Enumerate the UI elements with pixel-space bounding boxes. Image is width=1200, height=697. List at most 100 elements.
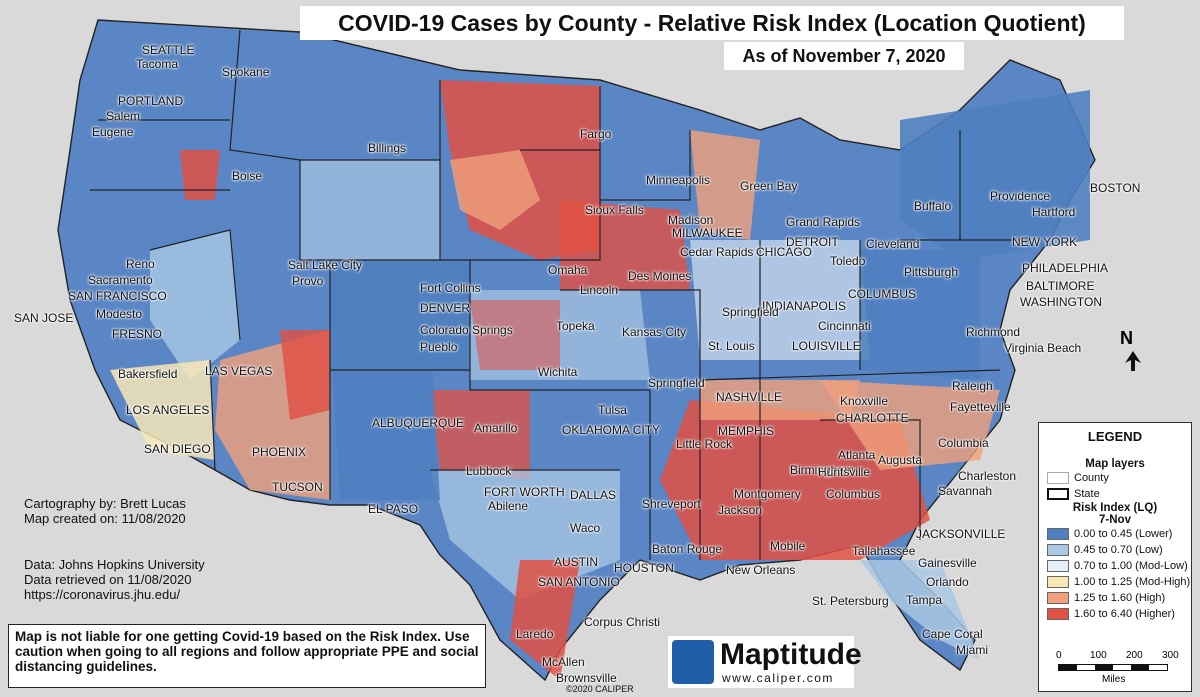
city-label: Raleigh: [952, 379, 993, 393]
map-layers-title: Map layers: [1085, 458, 1145, 470]
legend-class-row: 0.00 to 0.45 (Lower): [1047, 526, 1191, 542]
region-kansas-red: [470, 300, 560, 370]
city-label: SAN FRANCISCO: [68, 289, 167, 303]
legend-class-label: 1.00 to 1.25 (Mod-High): [1074, 576, 1191, 588]
legend-panel: LEGEND Map layers County State Risk Inde…: [1038, 422, 1192, 692]
region-colorado: [330, 260, 470, 370]
copyright: ©2020 CALIPER: [566, 684, 634, 694]
city-label: Grand Rapids: [786, 215, 861, 229]
city-label: Cincinnati: [818, 319, 871, 333]
legend-class-label: 0.70 to 1.00 (Mod-Low): [1074, 560, 1188, 572]
city-label: Savannah: [938, 484, 993, 498]
city-label: Omaha: [548, 263, 588, 277]
region-midwest-light: [690, 240, 870, 360]
state-label: State: [1074, 488, 1100, 500]
legend-county: County: [1047, 470, 1191, 486]
city-label: NEW YORK: [1012, 235, 1078, 249]
city-label: MEMPHIS: [718, 424, 775, 438]
region-socal: [110, 360, 215, 460]
scale-unit: Miles: [1102, 674, 1126, 685]
scale-tick: 100: [1090, 650, 1107, 661]
city-label: COLUMBUS: [848, 287, 917, 301]
city-label: CHARLOTTE: [836, 411, 909, 425]
region-wyoming-light: [300, 160, 440, 260]
city-label: BOSTON: [1090, 181, 1141, 195]
city-label: Colorado Springs: [420, 323, 513, 337]
city-label: PORTLAND: [118, 94, 184, 108]
state-swatch: [1047, 488, 1069, 500]
city-label: Corpus Christi: [584, 615, 661, 629]
city-label: New Orleans: [726, 563, 796, 577]
region-texas-panhandle: [430, 390, 530, 480]
city-label: Spokane: [222, 65, 270, 79]
city-label: SEATTLE: [142, 43, 195, 57]
created-date: Map created on: 11/08/2020: [24, 511, 186, 526]
city-label: Brownsville: [556, 671, 617, 685]
legend-swatch: [1047, 544, 1069, 556]
city-label: Buffalo: [914, 199, 952, 213]
city-label: Miami: [956, 643, 988, 657]
legend-class-row: 1.25 to 1.60 (High): [1047, 590, 1191, 606]
city-label: Montgomery: [734, 487, 801, 501]
scale-tick: 200: [1126, 650, 1143, 661]
legend-class-row: 1.60 to 6.40 (Higher): [1047, 606, 1191, 622]
brand-url: www.caliper.com: [722, 671, 834, 685]
city-label: Bakersfield: [118, 367, 178, 381]
city-label: Cedar Rapids: [680, 245, 754, 259]
city-label: Charleston: [958, 469, 1017, 483]
city-label: Lincoln: [580, 283, 619, 297]
city-label: PHOENIX: [252, 445, 307, 459]
maptitude-logo[interactable]: Maptitude www.caliper.com: [668, 636, 862, 688]
city-label: Modesto: [96, 307, 143, 321]
city-label: ALBUQUERQUE: [372, 416, 465, 430]
city-label: Tallahassee: [852, 544, 916, 558]
city-label: Birmingham: [790, 463, 855, 477]
city-label: OKLAHOMA CITY: [562, 423, 661, 437]
city-label: Minneapolis: [646, 173, 711, 187]
city-label: Billings: [368, 141, 407, 155]
data-source: Data: Johns Hopkins University: [24, 557, 205, 572]
city-label: Springfield: [722, 305, 779, 319]
city-label: Fargo: [580, 127, 612, 141]
city-label: Cape Coral: [922, 627, 983, 641]
city-label: Hartford: [1032, 205, 1076, 219]
city-label: FORT WORTH: [484, 485, 565, 499]
disclaimer-box: Map is not liable for one getting Covid-…: [8, 624, 486, 688]
city-label: Provo: [292, 274, 324, 288]
legend-swatch: [1047, 576, 1069, 588]
legend-class-label: 0.45 to 0.70 (Low): [1074, 544, 1163, 556]
city-label: Springfield: [648, 376, 705, 390]
city-label: Fort Collins: [420, 281, 481, 295]
region-montana: [230, 60, 440, 160]
region-wisconsin: [690, 130, 760, 240]
data-url[interactable]: https://coronavirus.jhu.edu/: [24, 587, 181, 602]
city-label: Gainesville: [918, 556, 977, 570]
map-title: COVID-19 Cases by County - Relative Risk…: [300, 6, 1124, 40]
city-label: Jackson: [718, 503, 763, 517]
map-subtitle: As of November 7, 2020: [724, 42, 964, 70]
globe-head-icon: [672, 640, 714, 684]
city-label: NASHVILLE: [716, 390, 783, 404]
city-label: Columbia: [938, 436, 989, 450]
region-south-texas: [510, 560, 580, 680]
city-label: CHICAGO: [756, 245, 813, 259]
city-label: Pueblo: [420, 340, 458, 354]
legend-class-label: 1.25 to 1.60 (High): [1074, 592, 1166, 604]
city-label: McAllen: [542, 655, 585, 669]
city-label: Sacramento: [88, 273, 153, 287]
city-label: Fayetteville: [950, 400, 1011, 414]
city-label: Abilene: [488, 499, 529, 513]
city-label: DENVER: [420, 301, 471, 315]
city-label: LOUISVILLE: [792, 339, 861, 353]
city-label: Augusta: [878, 453, 923, 467]
city-label: St. Louis: [708, 339, 755, 353]
city-label: INDIANAPOLIS: [762, 299, 847, 313]
city-label: Kansas City: [622, 325, 687, 339]
city-label: Salt Lake City: [288, 258, 363, 272]
region-nevada-light: [150, 230, 240, 380]
city-label: Green Bay: [740, 179, 798, 193]
county-label: County: [1074, 472, 1109, 484]
city-label: Lubbock: [466, 464, 512, 478]
region-dakotas-light: [450, 150, 540, 230]
state-boundaries: [90, 29, 1030, 560]
